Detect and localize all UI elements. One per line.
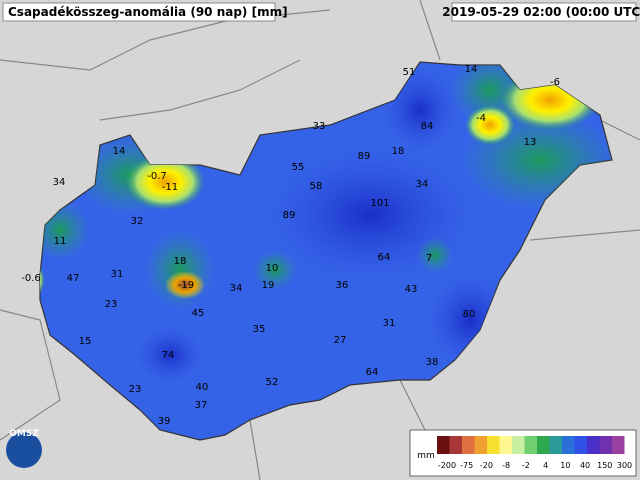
station-value: 45 [192,308,205,319]
legend-label: -20 [480,461,493,470]
station-value: 38 [426,357,439,368]
station-value: 47 [67,273,80,284]
station-value: 36 [336,280,349,291]
station-value: 15 [79,336,92,347]
station-value: -0.6 [21,273,41,284]
station-value: -19 [178,280,194,291]
station-value: 34 [53,177,66,188]
legend-swatch [612,436,625,454]
station-value: 84 [421,121,434,132]
legend-swatch [437,436,450,454]
station-value: 55 [292,162,305,173]
timestamp-box [451,2,637,22]
legend-label: -200 [438,461,456,470]
legend-label: -8 [502,461,510,470]
station-value: 23 [129,384,142,395]
legend-label: 150 [597,461,612,470]
station-value: 23 [105,299,118,310]
station-value: 11 [54,236,67,247]
station-value: 27 [334,335,347,346]
legend-swatch [549,436,562,454]
title-box [2,2,276,22]
legend-swatch [474,436,487,454]
station-value: 35 [253,324,266,335]
legend-swatch [562,436,575,454]
legend-label: -75 [460,461,473,470]
legend-label: 300 [617,461,632,470]
legend-swatch [449,436,462,454]
station-value: 74 [162,350,175,361]
station-value: 51 [403,67,416,78]
station-value: -4 [476,113,486,124]
station-value: 40 [196,382,209,393]
legend-unit: mm [417,451,435,461]
station-value: 7 [426,253,432,264]
station-value: 14 [113,146,126,157]
station-value: 64 [378,252,391,263]
legend-swatch [587,436,600,454]
legend-label: -2 [522,461,530,470]
station-value: -6 [550,77,560,88]
station-value: 19 [262,280,275,291]
station-value: 37 [195,400,208,411]
station-value: 18 [392,146,405,157]
station-value: 89 [283,210,296,221]
station-value: 31 [383,318,396,329]
legend-swatch [524,436,537,454]
station-value: 33 [313,121,326,132]
legend-swatch [499,436,512,454]
station-value: 58 [310,181,323,192]
legend-swatch [537,436,550,454]
logo: OMSZ [9,429,39,439]
station-value: 101 [370,198,389,209]
station-value: 64 [366,367,379,378]
legend-swatch [487,436,500,454]
station-value: 43 [405,284,418,295]
station-value: -11 [162,182,178,193]
station-value: 18 [174,256,187,267]
station-value: 10 [266,263,279,274]
legend-swatch [574,436,587,454]
stations: 51 14 -6 33 84 -4 14 89 18 13 55 58 -0.7-11 34 34 101 89… [21,64,560,427]
legend-swatch [512,436,525,454]
station-value: 39 [158,416,171,427]
station-value: 52 [266,377,279,388]
legend-swatch [462,436,475,454]
legend-swatch [599,436,612,454]
logo-mark [6,432,42,468]
station-value: 34 [230,283,243,294]
station-value: 80 [463,309,476,320]
legend-label: 4 [543,461,548,470]
title: Csapadékösszeg-anomália (90 nap) [mm] [8,5,288,19]
station-value: 14 [465,64,478,75]
station-value: 31 [111,269,124,280]
legend-label: 10 [560,461,570,470]
station-value: 89 [358,151,371,162]
legend-swatches: -200 -75 -20 -8 -2 4 10 40 150 300 [437,436,632,470]
station-value: 13 [524,137,537,148]
station-value: 34 [416,179,429,190]
station-value: 32 [131,216,144,227]
legend-label: 40 [580,461,590,470]
station-value: -0.7 [147,171,167,182]
timestamp: 2019-05-29 02:00 (00:00 UTC) [442,5,640,19]
